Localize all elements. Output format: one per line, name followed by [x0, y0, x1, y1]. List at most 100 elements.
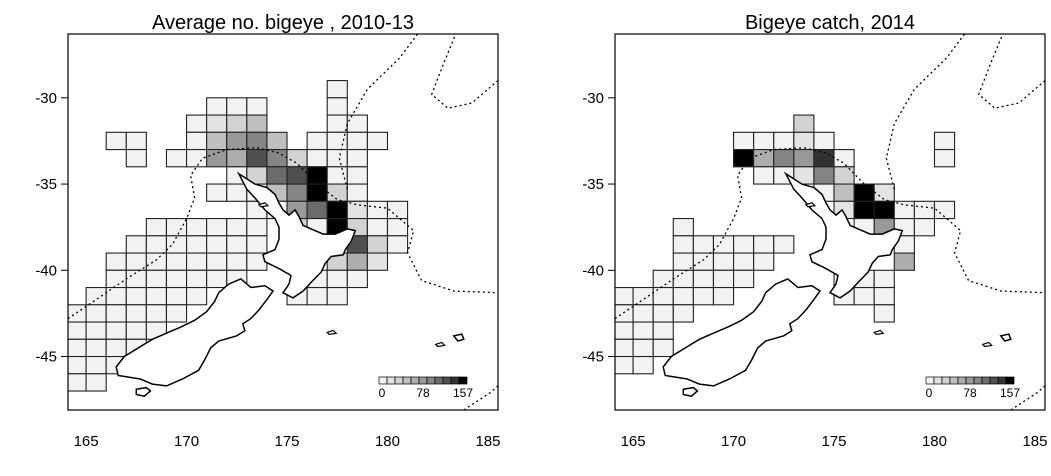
grid-cell — [186, 114, 208, 133]
legend-swatch — [925, 376, 935, 385]
grid-cell — [85, 286, 107, 306]
eez-boundary — [885, 34, 966, 190]
grid-cell — [346, 200, 368, 220]
grid-cell — [733, 269, 755, 289]
grid-cell — [672, 218, 694, 237]
grid-cell — [733, 235, 755, 254]
x-tick-label: 180 — [922, 433, 947, 450]
grid-cell — [326, 269, 348, 289]
grid-cell — [773, 131, 795, 151]
chatham-islands — [452, 333, 465, 342]
legend-swatch — [450, 376, 460, 385]
grid-cell — [226, 149, 248, 168]
grid-cell — [733, 131, 755, 151]
legend-swatch — [394, 376, 404, 385]
grid-cell — [145, 252, 168, 271]
grid-cell — [933, 149, 956, 168]
grid-cell — [186, 252, 208, 271]
grid-cell — [672, 269, 694, 289]
grid-cell — [105, 252, 127, 271]
grid-cell — [105, 321, 127, 340]
grid-cell — [286, 166, 308, 185]
grid-cell — [206, 131, 228, 151]
plot-frame — [67, 33, 499, 411]
grid-cell — [793, 131, 815, 151]
legend-swatch — [402, 376, 412, 385]
grid-cell — [615, 286, 634, 306]
grid-cell — [933, 200, 956, 220]
grid-cell — [793, 114, 815, 133]
x-tick-label: 185 — [475, 433, 500, 450]
chatham-islands — [999, 333, 1012, 342]
x-tick-label: 180 — [375, 433, 400, 450]
legend-swatch — [989, 376, 999, 385]
grid-cell — [366, 218, 389, 237]
grid-cell — [672, 304, 694, 323]
grid-cell — [366, 200, 389, 220]
grid-cell — [366, 235, 389, 254]
grid-cell — [672, 286, 694, 306]
north-island — [236, 171, 357, 299]
islet — [804, 202, 817, 208]
grid-cell — [145, 286, 168, 306]
grid-cell — [692, 269, 715, 289]
grid-cell — [145, 218, 168, 237]
grid-cell — [145, 269, 168, 289]
eez-boundary — [1010, 385, 1045, 410]
legend-label: 78 — [963, 386, 977, 400]
grid-cell — [246, 131, 268, 151]
grid-cell — [226, 235, 248, 254]
grid-cell — [246, 149, 268, 168]
y-tick-label: -30 — [35, 90, 57, 107]
grid-cell — [226, 97, 248, 116]
grid-cell — [68, 304, 87, 323]
grid-cell — [873, 269, 895, 289]
grid-cell — [386, 218, 409, 237]
grid-cell — [773, 149, 795, 168]
legend: 0 78 157 — [925, 376, 1020, 400]
legend: 0 78 157 — [378, 376, 473, 400]
grid-cell — [326, 200, 348, 220]
grid-cell — [893, 200, 915, 220]
grid-cell — [125, 286, 147, 306]
grid-cell — [165, 149, 188, 168]
grid-cell — [206, 183, 228, 202]
grid-cell — [68, 355, 87, 375]
grid-cell — [125, 149, 147, 168]
grid-cell — [306, 131, 328, 151]
grid-cell — [246, 218, 268, 237]
grid-cell — [105, 304, 127, 323]
grid-cell — [326, 286, 348, 306]
grid-cell — [833, 183, 855, 202]
grid-cell — [366, 252, 389, 271]
y-tick-label: -45 — [582, 349, 604, 366]
grid-cell — [615, 338, 634, 358]
grid-cell — [206, 114, 228, 133]
grid-cell — [346, 114, 368, 133]
legend-swatch — [949, 376, 959, 385]
grid-cell — [306, 149, 328, 168]
grid-cell — [672, 235, 694, 254]
grid-cell — [306, 166, 328, 185]
legend-swatch — [941, 376, 951, 385]
grid-cell — [833, 149, 855, 168]
legend-label: 157 — [453, 386, 473, 400]
grid-cell — [853, 183, 875, 202]
grid-cell — [186, 235, 208, 254]
grid-cell — [913, 200, 936, 220]
north-island — [783, 171, 904, 299]
legend-swatch — [458, 376, 468, 385]
islet — [257, 202, 270, 208]
legend-swatch — [997, 376, 1007, 385]
grid-cell — [326, 80, 348, 99]
grid-cell — [873, 183, 895, 202]
grid-cell — [125, 131, 147, 151]
grid-cell — [125, 235, 147, 254]
grid-cell — [186, 218, 208, 237]
grid-cell — [165, 252, 188, 271]
grid-cell — [733, 149, 755, 168]
eez-boundary — [463, 385, 498, 410]
grid-cell — [68, 373, 87, 392]
y-tick-label: -40 — [582, 262, 604, 279]
eez-boundary — [977, 34, 1045, 109]
